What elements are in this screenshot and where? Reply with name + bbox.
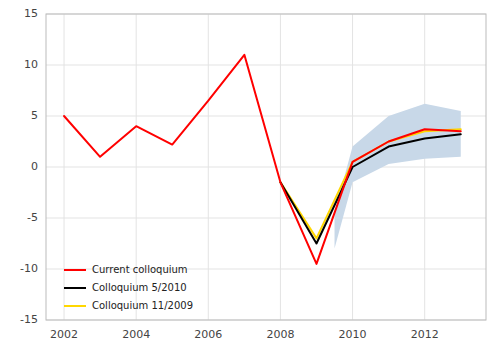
x-tick-label: 2006 — [194, 328, 222, 341]
x-grid-line — [280, 14, 281, 320]
y-grid-line — [46, 65, 486, 66]
y-tick-label: 15 — [24, 7, 38, 20]
y-tick-label: -10 — [20, 262, 38, 275]
x-tick-label: 2002 — [50, 328, 78, 341]
x-tick-label: 2004 — [122, 328, 150, 341]
legend-label: Colloquium 11/2009 — [92, 300, 193, 311]
x-grid-line — [208, 14, 209, 320]
x-grid-line — [424, 14, 425, 320]
plot-area — [64, 55, 461, 264]
legend-swatch — [64, 287, 86, 289]
x-tick-label: 2008 — [266, 328, 294, 341]
grid — [46, 14, 486, 320]
legend-label: Current colloquium — [92, 264, 188, 275]
legend-swatch — [64, 305, 86, 307]
plot-frame — [46, 14, 486, 320]
y-tick-label: 5 — [31, 109, 38, 122]
series-line — [64, 55, 461, 264]
y-tick-label: 10 — [24, 58, 38, 71]
x-grid-line — [64, 14, 65, 320]
legend-swatch — [64, 269, 86, 271]
legend-label: Colloquium 5/2010 — [92, 282, 187, 293]
y-tick-label: -15 — [20, 313, 38, 326]
y-tick-label: 0 — [31, 160, 38, 173]
chart: -15 -10 -5 0 5 10 15 2002 2004 2006 2008 2010 2012 Cu… — [0, 0, 500, 354]
x-tick-label: 2010 — [339, 328, 367, 341]
y-grid-line — [46, 218, 486, 219]
x-tick-label: 2012 — [411, 328, 439, 341]
y-tick-label: -5 — [27, 211, 38, 224]
series-line — [280, 129, 460, 238]
legend: Current colloquium Colloquium 5/2010 Collo… — [64, 264, 193, 311]
y-grid-line — [46, 167, 486, 168]
confidence-band — [335, 104, 461, 249]
